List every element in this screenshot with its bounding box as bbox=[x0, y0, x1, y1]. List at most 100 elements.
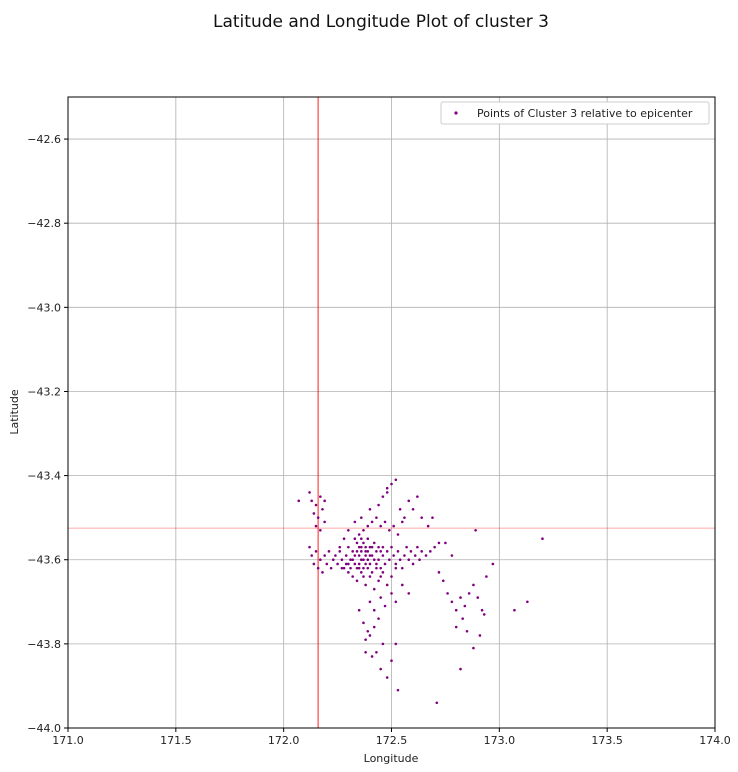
data-point bbox=[526, 600, 529, 604]
data-point bbox=[413, 554, 417, 557]
data-point bbox=[381, 545, 385, 549]
data-point bbox=[396, 688, 400, 692]
data-point bbox=[474, 528, 477, 532]
data-point bbox=[362, 621, 365, 625]
legend: Points of Cluster 3 relative to epicente… bbox=[440, 101, 710, 125]
data-point bbox=[429, 550, 432, 553]
data-point bbox=[426, 524, 430, 528]
data-point bbox=[411, 562, 415, 566]
data-point bbox=[357, 545, 361, 549]
data-point bbox=[485, 575, 488, 578]
data-point bbox=[454, 625, 458, 629]
data-point bbox=[513, 608, 516, 612]
axis-ticks: 171.0 171.5 172.0 172.5 173.0 173.5 174.0 −42.6… bbox=[27, 133, 730, 747]
data-point bbox=[362, 558, 365, 562]
data-point bbox=[472, 646, 475, 650]
data-point bbox=[394, 478, 398, 482]
data-point bbox=[370, 655, 374, 658]
data-point bbox=[308, 545, 311, 549]
data-point bbox=[398, 507, 402, 511]
data-point bbox=[357, 566, 361, 570]
data-point bbox=[368, 507, 372, 511]
data-point bbox=[316, 516, 320, 519]
data-point bbox=[450, 554, 454, 557]
data-point bbox=[418, 558, 421, 562]
data-point bbox=[385, 491, 389, 494]
data-point bbox=[372, 558, 376, 562]
data-point bbox=[347, 562, 350, 566]
data-point bbox=[435, 701, 439, 705]
data-point bbox=[342, 537, 346, 540]
data-point bbox=[377, 617, 380, 620]
data-point bbox=[360, 571, 363, 574]
data-point bbox=[411, 507, 415, 511]
data-point bbox=[463, 604, 467, 608]
data-point bbox=[385, 676, 389, 679]
data-point bbox=[310, 554, 314, 557]
data-point bbox=[370, 545, 374, 549]
legend-marker bbox=[454, 111, 458, 115]
data-point bbox=[366, 550, 370, 553]
data-point bbox=[375, 516, 378, 519]
y-tick-label: −43.0 bbox=[27, 301, 61, 314]
data-point bbox=[394, 642, 398, 646]
data-point bbox=[379, 524, 383, 528]
data-point bbox=[403, 516, 406, 519]
data-point bbox=[308, 491, 311, 494]
data-point bbox=[388, 528, 391, 532]
data-point bbox=[379, 667, 383, 671]
data-point bbox=[355, 579, 359, 583]
grid-lines bbox=[67, 97, 716, 729]
x-tick-label: 173.0 bbox=[484, 734, 516, 747]
y-tick-label: −42.6 bbox=[27, 133, 61, 146]
data-point bbox=[379, 575, 383, 578]
legend-box bbox=[440, 101, 710, 125]
data-point bbox=[349, 566, 352, 570]
data-point bbox=[364, 545, 367, 549]
data-point bbox=[360, 537, 363, 540]
data-point bbox=[385, 486, 389, 490]
data-point bbox=[362, 566, 365, 570]
data-point bbox=[409, 550, 413, 553]
data-point bbox=[377, 579, 380, 583]
data-point bbox=[366, 524, 370, 528]
data-point bbox=[396, 550, 400, 553]
data-point bbox=[323, 554, 326, 557]
data-point bbox=[383, 520, 387, 524]
data-point bbox=[353, 562, 357, 566]
data-point bbox=[321, 571, 324, 574]
data-point bbox=[368, 562, 372, 566]
data-point bbox=[407, 558, 411, 562]
y-tick-label: −44.0 bbox=[27, 722, 61, 735]
data-point bbox=[312, 562, 316, 566]
data-point bbox=[319, 528, 322, 532]
data-point bbox=[461, 617, 464, 620]
data-point bbox=[482, 613, 486, 616]
x-tick-label: 171.5 bbox=[160, 734, 192, 747]
data-point bbox=[433, 545, 436, 549]
data-point bbox=[377, 558, 380, 562]
data-point bbox=[368, 575, 372, 578]
data-point bbox=[437, 541, 441, 545]
data-point bbox=[420, 516, 423, 519]
data-point bbox=[353, 537, 357, 540]
data-point bbox=[351, 550, 354, 553]
data-point bbox=[370, 520, 374, 524]
data-point bbox=[383, 604, 387, 608]
data-point bbox=[390, 575, 393, 578]
x-tick-label: 171.0 bbox=[52, 734, 84, 747]
data-point bbox=[403, 554, 406, 557]
data-point bbox=[362, 528, 365, 532]
data-point bbox=[327, 550, 331, 553]
data-point bbox=[364, 638, 367, 641]
data-point bbox=[372, 608, 376, 612]
data-point bbox=[478, 634, 482, 637]
data-point bbox=[379, 550, 383, 553]
data-point bbox=[325, 562, 329, 566]
data-point bbox=[353, 554, 357, 557]
data-point bbox=[370, 571, 374, 574]
data-point bbox=[392, 524, 395, 528]
data-point bbox=[368, 554, 372, 557]
data-point bbox=[360, 516, 363, 519]
